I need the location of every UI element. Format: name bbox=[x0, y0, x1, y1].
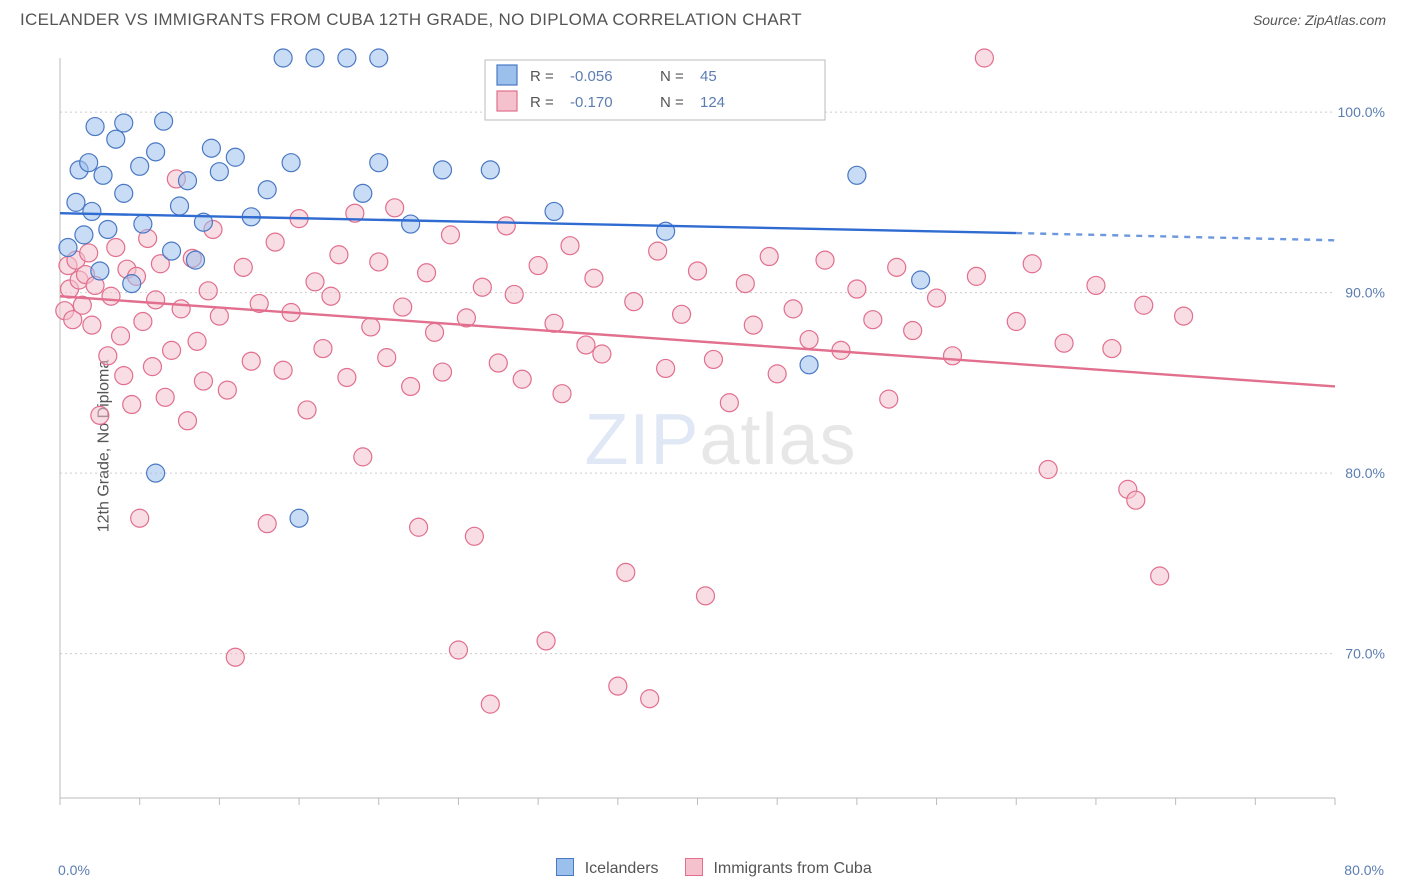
source-attribution: Source: ZipAtlas.com bbox=[1253, 12, 1386, 28]
svg-text:N =: N = bbox=[660, 94, 684, 111]
svg-text:N =: N = bbox=[660, 68, 684, 85]
svg-text:100.0%: 100.0% bbox=[1338, 104, 1385, 120]
svg-text:45: 45 bbox=[700, 68, 717, 85]
source-prefix: Source: bbox=[1253, 12, 1305, 28]
legend-label-cuba: Immigrants from Cuba bbox=[713, 860, 871, 877]
legend-label-icelanders: Icelanders bbox=[585, 860, 659, 877]
scatter-chart-svg: 70.0% 80.0% 90.0% 100.0% R = -0.056 N = 45 R = -0… bbox=[55, 48, 1386, 832]
chart-title: ICELANDER VS IMMIGRANTS FROM CUBA 12TH G… bbox=[20, 10, 802, 30]
legend-swatch-icelanders bbox=[556, 858, 574, 876]
svg-text:124: 124 bbox=[700, 94, 725, 111]
chart-plot-area: 70.0% 80.0% 90.0% 100.0% R = -0.056 N = 45 R = -0… bbox=[55, 48, 1386, 832]
svg-text:80.0%: 80.0% bbox=[1345, 465, 1385, 481]
svg-text:70.0%: 70.0% bbox=[1345, 646, 1385, 662]
svg-text:-0.056: -0.056 bbox=[570, 68, 613, 85]
bottom-legend: Icelanders Immigrants from Cuba bbox=[0, 858, 1406, 878]
svg-text:-0.170: -0.170 bbox=[570, 94, 613, 111]
svg-text:R =: R = bbox=[530, 94, 554, 111]
source-name: ZipAtlas.com bbox=[1305, 12, 1386, 28]
legend-swatch-cuba bbox=[685, 858, 703, 876]
svg-text:R =: R = bbox=[530, 68, 554, 85]
svg-text:90.0%: 90.0% bbox=[1345, 285, 1385, 301]
